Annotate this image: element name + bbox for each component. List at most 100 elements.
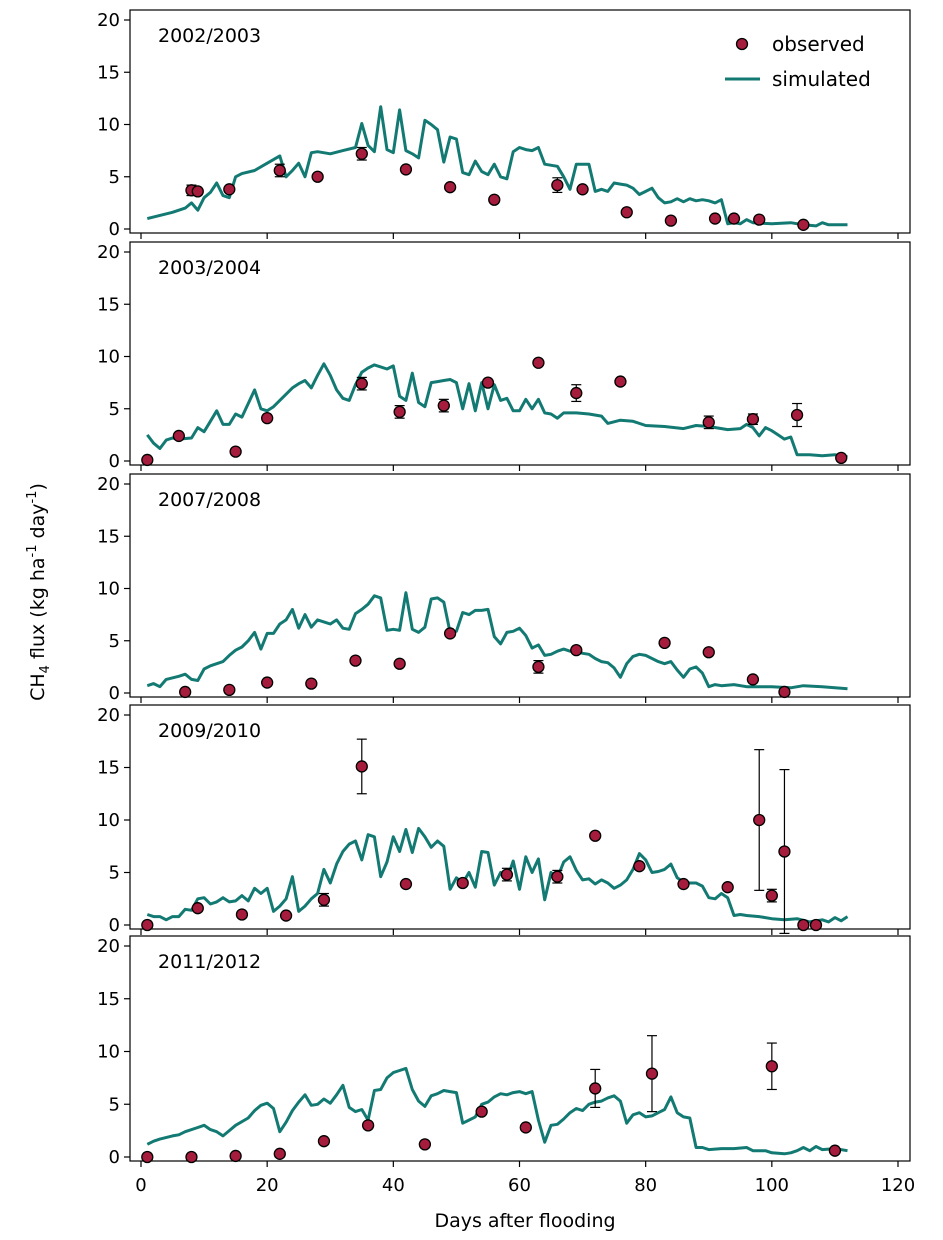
simulated-line	[146, 591, 848, 691]
observed-point	[589, 829, 602, 842]
observed-point	[475, 1105, 488, 1118]
y-tick-label: 15	[97, 294, 120, 315]
observed-point	[500, 868, 514, 881]
simulated-line	[146, 826, 849, 924]
y-tick-label: 5	[109, 1094, 120, 1115]
y-tick-label: 0	[109, 1147, 120, 1168]
y-tick-label: 5	[109, 167, 120, 188]
observed-point	[664, 214, 678, 227]
panel-title: 2002/2003	[158, 25, 261, 47]
observed-point	[551, 178, 564, 192]
y-tick-label: 5	[109, 863, 120, 884]
observed-point	[179, 685, 192, 699]
y-tick-label: 20	[97, 242, 120, 263]
x-tick-label: 40	[382, 1175, 405, 1196]
observed-point	[532, 356, 545, 369]
observed-point	[702, 646, 715, 659]
observed-point	[645, 1067, 659, 1080]
x-tick-label: 100	[755, 1175, 789, 1196]
observed-point	[746, 413, 760, 426]
panel-title: 2011/2012	[158, 951, 261, 973]
observed-point	[185, 1150, 198, 1164]
y-tick-label: 15	[97, 758, 120, 779]
observed-point	[361, 1119, 375, 1132]
observed-point	[702, 416, 715, 429]
observed-point	[393, 405, 406, 419]
observed-point	[273, 164, 286, 177]
y-tick-label: 10	[97, 810, 120, 831]
observed-point	[589, 1082, 602, 1095]
observed-point	[620, 206, 633, 219]
observed-point	[399, 163, 413, 176]
observed-point	[576, 183, 589, 196]
x-tick-label: 0	[135, 1175, 146, 1196]
observed-point	[261, 412, 274, 425]
observed-point	[235, 908, 249, 921]
x-tick-label: 60	[508, 1175, 531, 1196]
observed-point	[443, 627, 457, 640]
observed-point	[223, 683, 236, 697]
observed-point	[191, 902, 204, 915]
observed-point	[677, 877, 690, 891]
observed-point	[273, 1147, 286, 1160]
panel-2: 0 5 10 15 20 2003/2004	[97, 241, 911, 472]
y-tick-label: 15	[97, 526, 120, 547]
observed-point	[279, 909, 293, 922]
y-axis-label-prefix: CH	[27, 673, 49, 701]
x-axis-label: Days after flooding	[434, 1210, 615, 1232]
panel-frame	[129, 473, 911, 698]
observed-point	[570, 386, 583, 400]
y-axis-label-middle: flux (kg ha	[27, 557, 49, 665]
observed-point	[835, 451, 848, 465]
observed-point	[765, 1060, 778, 1073]
observed-point	[229, 1149, 242, 1163]
observed-point	[532, 660, 545, 674]
x-tick-label: 80	[634, 1175, 657, 1196]
x-tick-label: 20	[256, 1175, 279, 1196]
y-tick-label: 0	[109, 683, 120, 704]
x-tick-label: 120	[881, 1175, 915, 1196]
observed-point	[393, 657, 406, 670]
observed-point	[141, 1150, 154, 1164]
y-tick-label: 20	[97, 474, 120, 495]
simulated-line	[146, 1066, 848, 1156]
observed-point	[753, 213, 766, 226]
panel-title: 2007/2008	[158, 489, 261, 511]
observed-point	[778, 685, 791, 699]
observed-point	[765, 889, 778, 902]
panel-3: 0 5 10 15 20 2007/2008	[97, 473, 911, 704]
observed-point	[317, 893, 331, 906]
y-tick-label: 20	[97, 705, 120, 726]
panel-frame	[129, 9, 911, 234]
panel-4: 0 5 10 15 20 2009/2010	[97, 704, 911, 936]
observed-point	[570, 644, 583, 657]
y-tick-label: 15	[97, 62, 120, 83]
observed-point	[399, 877, 413, 891]
observed-point	[305, 677, 318, 690]
y-axis-label-suffix: )	[27, 483, 49, 490]
y-axis-label: CH4 flux (kg ha-1 day-1)	[25, 483, 53, 701]
y-tick-label: 0	[109, 219, 120, 240]
panel-1: 0 5 10 15 20 2002/2003 observed simulated	[97, 9, 911, 240]
y-axis-label-middle2: day	[27, 504, 49, 545]
observed-point	[223, 183, 236, 196]
observed-point	[809, 918, 823, 932]
y-tick-label: 20	[97, 10, 120, 31]
observed-point	[141, 918, 154, 932]
y-axis-label-sup1: -1	[25, 545, 40, 558]
observed-point	[658, 636, 671, 649]
y-tick-label: 5	[109, 399, 120, 420]
observed-point	[456, 876, 469, 890]
observed-point	[191, 185, 204, 198]
observed-point	[828, 1144, 842, 1157]
y-tick-label: 10	[97, 347, 120, 368]
observed-point	[317, 1135, 331, 1148]
observed-point	[229, 445, 242, 458]
observed-point	[437, 399, 450, 412]
observed-point	[746, 673, 760, 686]
observed-point	[519, 1121, 532, 1134]
observed-point	[633, 860, 646, 873]
y-tick-label: 15	[97, 989, 120, 1010]
observed-point	[355, 760, 368, 773]
